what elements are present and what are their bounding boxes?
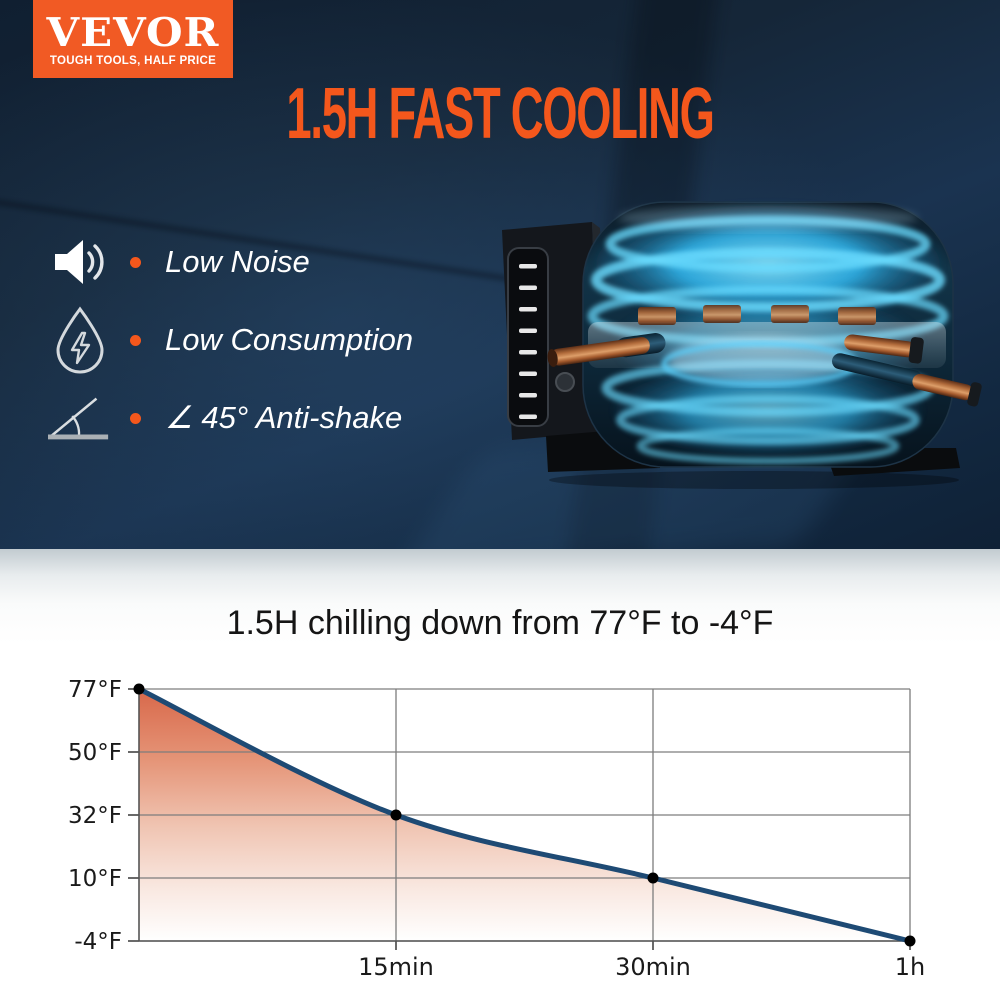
data-point-marker — [133, 683, 145, 695]
feature-label: ∠ 45° Anti-shake — [165, 400, 403, 435]
feature-anti-shake: ∠ 45° Anti-shake — [48, 387, 413, 449]
svg-text:77°F: 77°F — [68, 677, 122, 703]
feature-list: Low Noise Low Consumption ∠ 45° Ant — [48, 231, 413, 465]
vevor-logo: VEVOR TOUGH TOOLS, HALF PRICE — [33, 0, 233, 78]
feature-label: Low Noise — [165, 244, 310, 279]
logo-text: VEVOR — [46, 9, 220, 56]
data-point-marker — [647, 872, 659, 884]
feature-label: Low Consumption — [165, 322, 414, 357]
speaker-icon — [48, 235, 112, 289]
compressor-product-image — [502, 201, 982, 489]
feature-low-noise: Low Noise — [48, 231, 413, 293]
bullet-dot — [130, 334, 141, 346]
svg-text:32°F: 32°F — [68, 803, 122, 829]
feature-low-consumption: Low Consumption — [48, 306, 414, 374]
chart-title: 1.5H chilling down from 77°F to -4°F — [226, 604, 774, 642]
logo-tagline: TOUGH TOOLS, HALF PRICE — [49, 54, 217, 67]
angle-45-icon — [48, 394, 112, 442]
headline: 1.5H FAST COOLING — [286, 74, 714, 154]
hero-section: VEVOR TOUGH TOOLS, HALF PRICE 1.5H FAST … — [0, 0, 1000, 549]
water-drop-lightning-icon — [48, 305, 112, 375]
svg-text:50°F: 50°F — [68, 740, 122, 766]
svg-text:10°F: 10°F — [68, 866, 122, 892]
temperature-line — [136, 686, 913, 944]
data-point-marker — [390, 809, 402, 821]
bullet-dot — [130, 256, 141, 268]
data-point-marker — [904, 935, 916, 947]
svg-text:1h: 1h — [895, 953, 925, 981]
svg-text:15min: 15min — [358, 953, 434, 981]
svg-text:30min: 30min — [615, 953, 691, 981]
temperature-chart: 77°F 50°F 32°F 10°F -4°F 15min 30min 1h — [68, 677, 925, 981]
svg-text:-4°F: -4°F — [74, 929, 122, 955]
bullet-dot — [130, 412, 141, 424]
